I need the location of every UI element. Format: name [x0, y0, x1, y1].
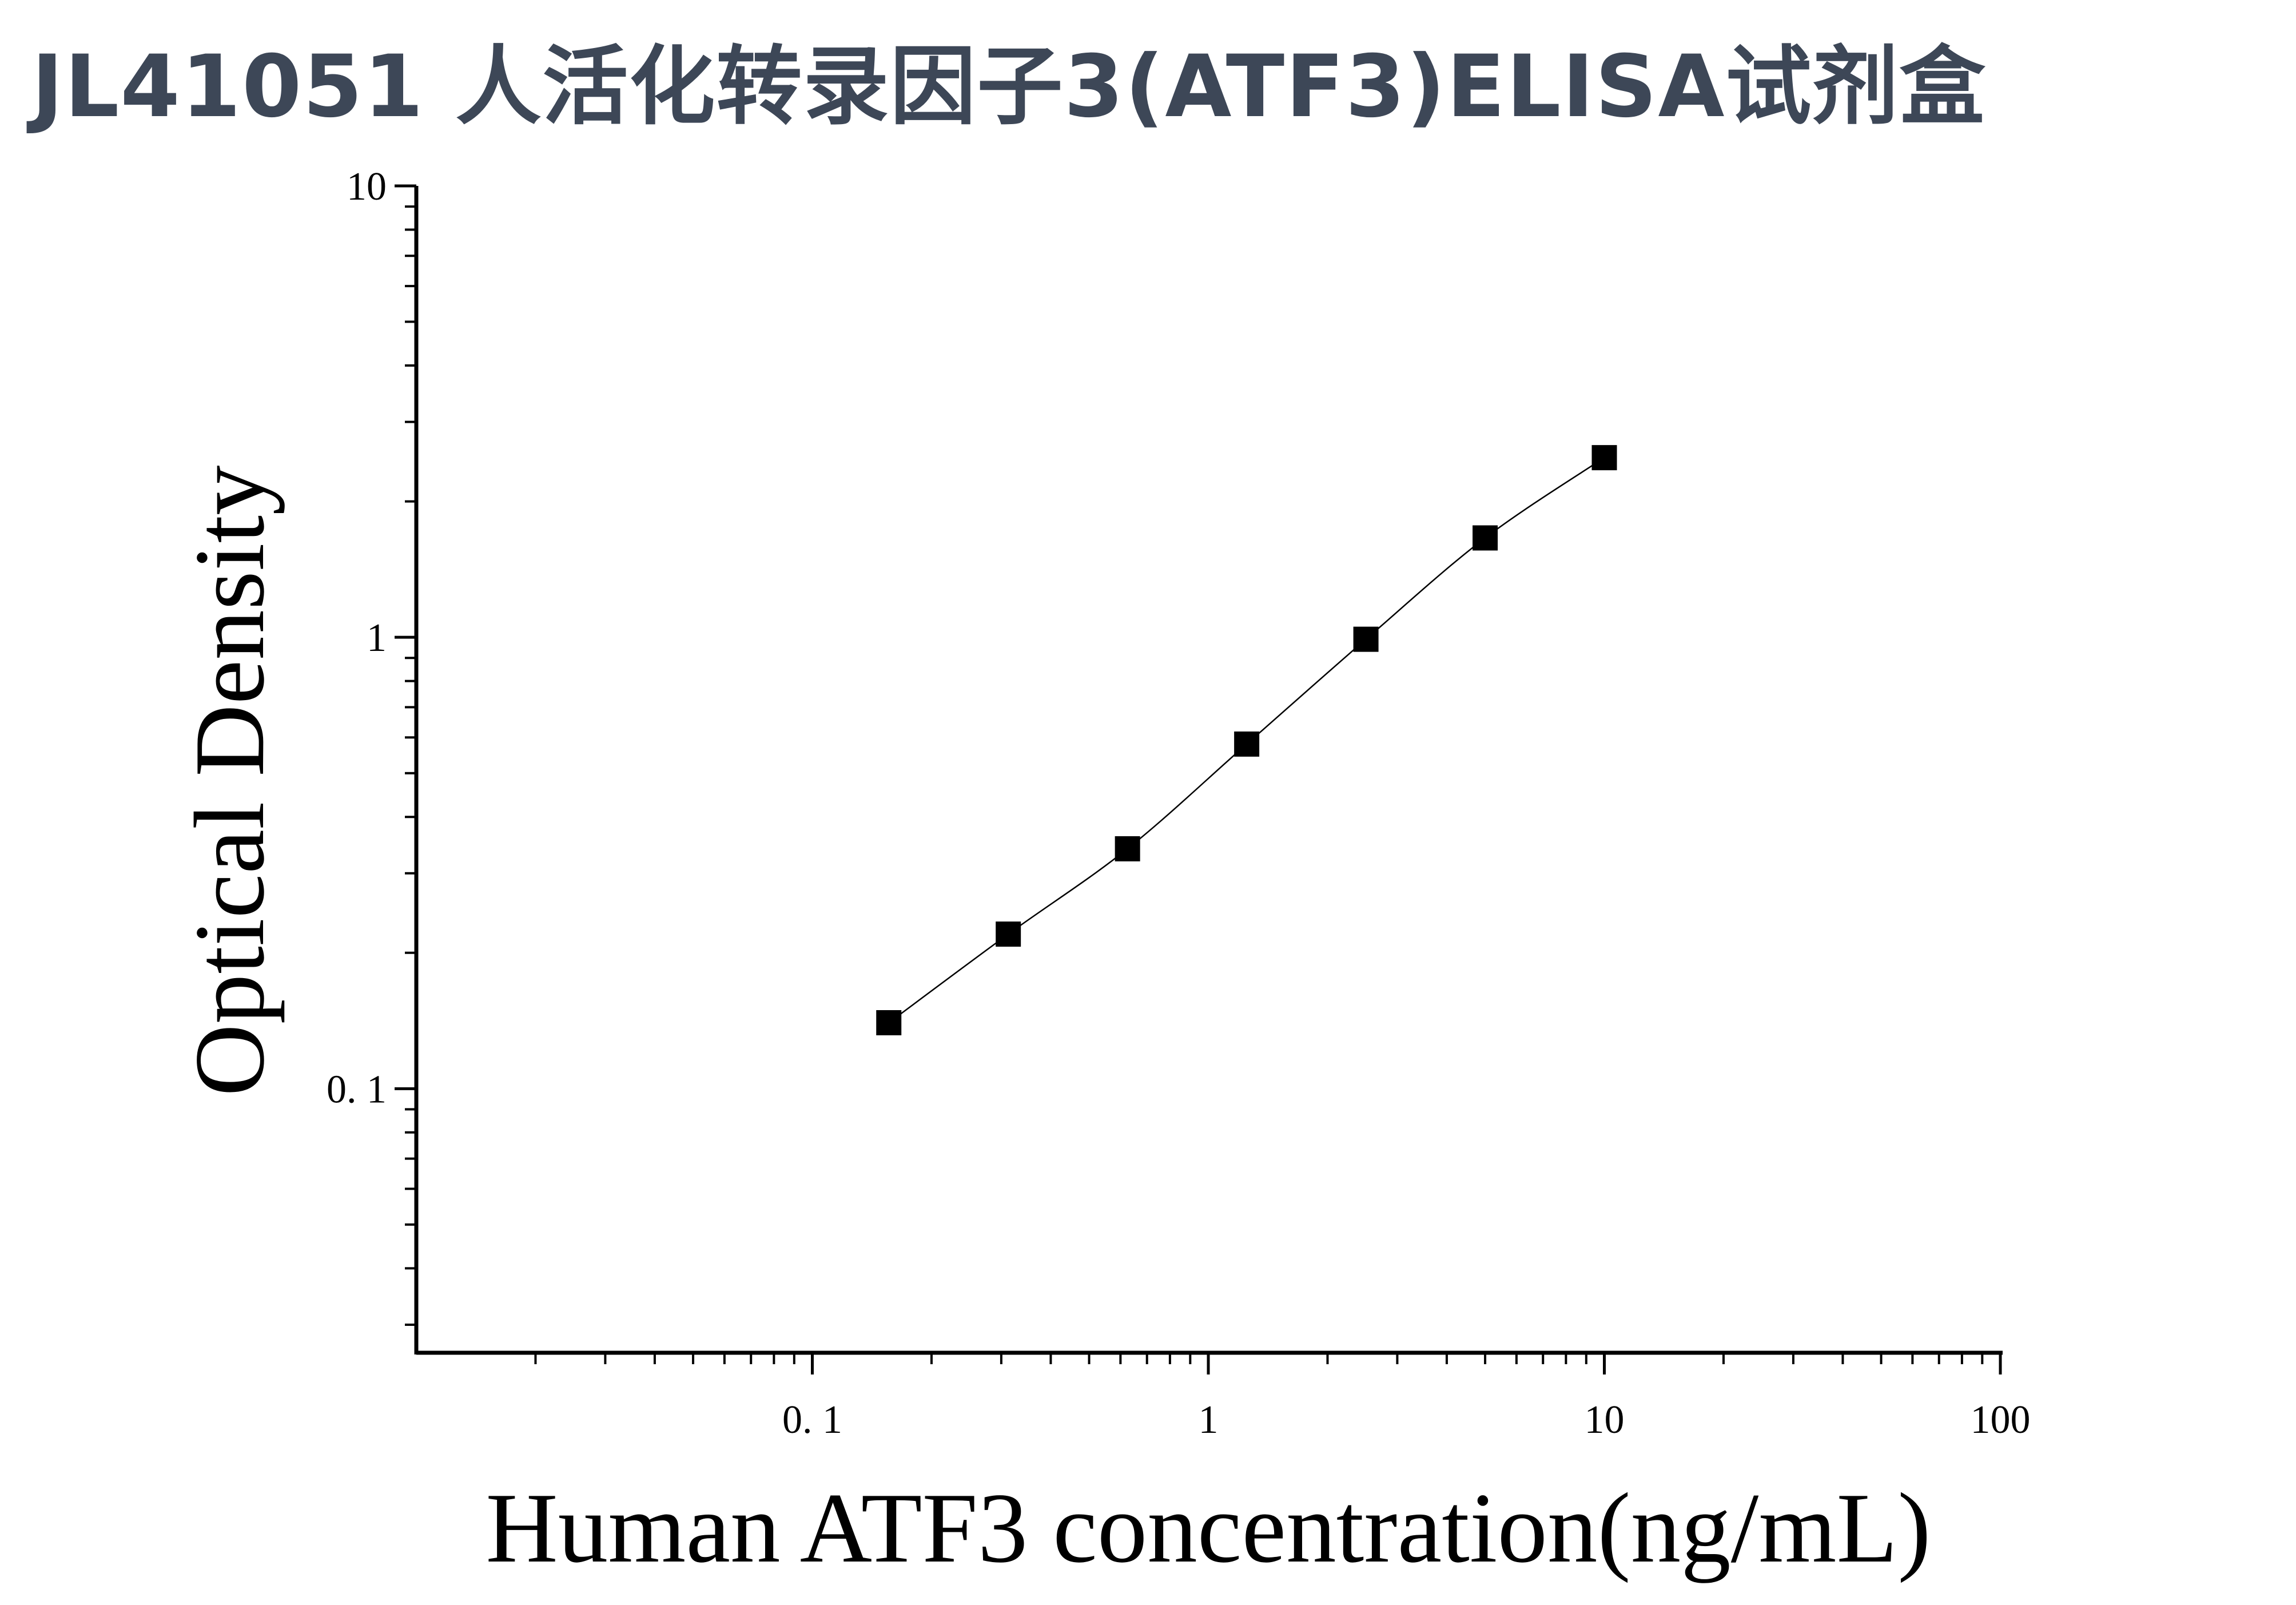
x-tick-label: 10: [1585, 1398, 1625, 1442]
y-tick-label: 0. 1: [327, 1067, 387, 1111]
x-axis-label: Human ATF3 concentration(ng/mL): [486, 1472, 1931, 1583]
ticks: [395, 184, 2002, 1374]
y-tick-label: 1: [367, 616, 387, 660]
tick-labels: 0. 1 1 10 100 0. 1 1 10: [327, 165, 2031, 1442]
data-point: [1473, 525, 1498, 551]
data-point: [1591, 445, 1617, 471]
axes: [414, 186, 2003, 1355]
y-tick-label: 10: [347, 165, 387, 209]
x-tick-label: 100: [1971, 1398, 2031, 1442]
x-tick-label: 0. 1: [782, 1398, 842, 1442]
chart-title: JL41051 人活化转录因子3(ATF3)ELISA试剂盒: [31, 37, 1987, 137]
data-point: [876, 1010, 902, 1036]
x-tick-label: 1: [1199, 1398, 1219, 1442]
data-point: [996, 921, 1021, 947]
data-point: [1353, 626, 1379, 652]
data-point: [1234, 731, 1260, 757]
data-point: [1115, 836, 1140, 861]
y-axis-label: Optical Density: [174, 465, 285, 1096]
data-points: [876, 445, 1617, 1036]
